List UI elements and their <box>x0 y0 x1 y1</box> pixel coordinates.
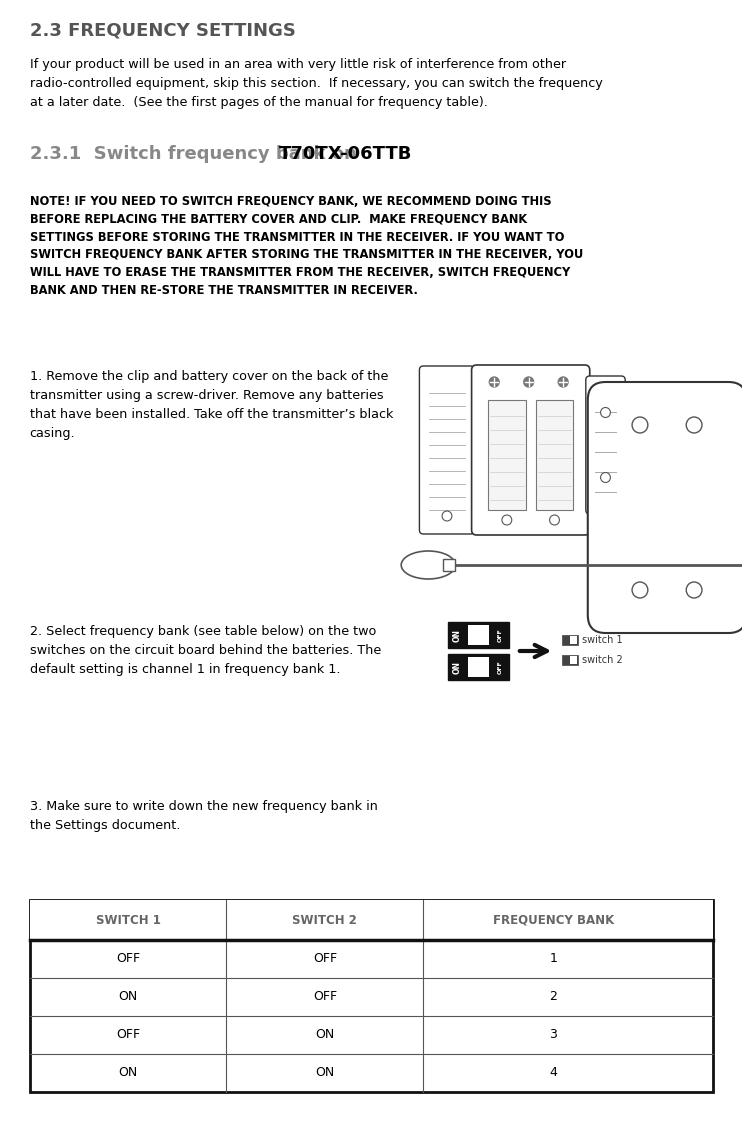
Circle shape <box>686 417 702 433</box>
Text: 4: 4 <box>550 1066 557 1080</box>
Text: ON: ON <box>118 991 138 1003</box>
Text: 2.3 FREQUENCY SETTINGS: 2.3 FREQUENCY SETTINGS <box>29 22 296 40</box>
Text: 3: 3 <box>550 1028 557 1041</box>
Text: ON: ON <box>118 1066 138 1080</box>
Text: 3. Make sure to write down the new frequency bank in
the Settings document.: 3. Make sure to write down the new frequ… <box>29 800 378 832</box>
Text: NOTE! IF YOU NEED TO SWITCH FREQUENCY BANK, WE RECOMMEND DOING THIS
BEFORE REPLA: NOTE! IF YOU NEED TO SWITCH FREQUENCY BA… <box>29 195 583 297</box>
Circle shape <box>442 511 452 521</box>
Text: ON: ON <box>315 1066 335 1080</box>
Circle shape <box>550 515 559 525</box>
FancyBboxPatch shape <box>586 376 625 515</box>
Circle shape <box>601 472 611 482</box>
Ellipse shape <box>401 552 455 580</box>
Text: OFF: OFF <box>313 953 337 965</box>
Bar <box>570 656 577 664</box>
Bar <box>448 654 509 680</box>
Bar <box>467 657 489 677</box>
Circle shape <box>632 582 648 597</box>
Text: OFF: OFF <box>116 953 140 965</box>
Bar <box>562 634 578 645</box>
Bar <box>448 622 509 648</box>
Text: 1: 1 <box>550 953 557 965</box>
Text: ON: ON <box>315 1028 335 1041</box>
Text: SWITCH 2: SWITCH 2 <box>293 914 357 926</box>
Circle shape <box>558 377 568 387</box>
Text: 1. Remove the clip and battery cover on the back of the
transmitter using a scre: 1. Remove the clip and battery cover on … <box>29 370 393 441</box>
Text: ON: ON <box>452 660 461 674</box>
Bar <box>467 626 489 645</box>
Text: 2: 2 <box>550 991 557 1003</box>
Circle shape <box>632 417 648 433</box>
Bar <box>29 900 713 941</box>
Text: ON: ON <box>452 629 461 641</box>
Text: If your product will be used in an area with very little risk of interference fr: If your product will be used in an area … <box>29 58 602 109</box>
Text: SWITCH 1: SWITCH 1 <box>96 914 161 926</box>
Text: OFF: OFF <box>498 628 503 642</box>
Text: OFF: OFF <box>116 1028 140 1041</box>
Text: T70TX-06TTB: T70TX-06TTB <box>279 145 412 163</box>
Circle shape <box>601 408 611 417</box>
Text: OFF: OFF <box>313 991 337 1003</box>
Circle shape <box>686 582 702 597</box>
Text: switch 2: switch 2 <box>582 655 623 665</box>
Bar <box>535 400 573 510</box>
FancyBboxPatch shape <box>588 382 746 633</box>
Text: 2.3.1  Switch frequency bank on: 2.3.1 Switch frequency bank on <box>29 145 363 163</box>
Circle shape <box>524 377 534 387</box>
Text: 2. Select frequency bank (see table below) on the two
switches on the circuit bo: 2. Select frequency bank (see table belo… <box>29 626 381 676</box>
Text: FREQUENCY BANK: FREQUENCY BANK <box>492 914 614 926</box>
FancyBboxPatch shape <box>443 559 455 571</box>
FancyBboxPatch shape <box>419 365 474 534</box>
Bar <box>29 900 713 1092</box>
Text: switch 1: switch 1 <box>582 634 623 645</box>
Bar <box>489 400 526 510</box>
Circle shape <box>502 515 512 525</box>
Text: OFF: OFF <box>498 660 503 674</box>
Bar <box>570 636 577 643</box>
Circle shape <box>489 377 499 387</box>
Bar <box>562 655 578 665</box>
FancyBboxPatch shape <box>471 365 590 535</box>
